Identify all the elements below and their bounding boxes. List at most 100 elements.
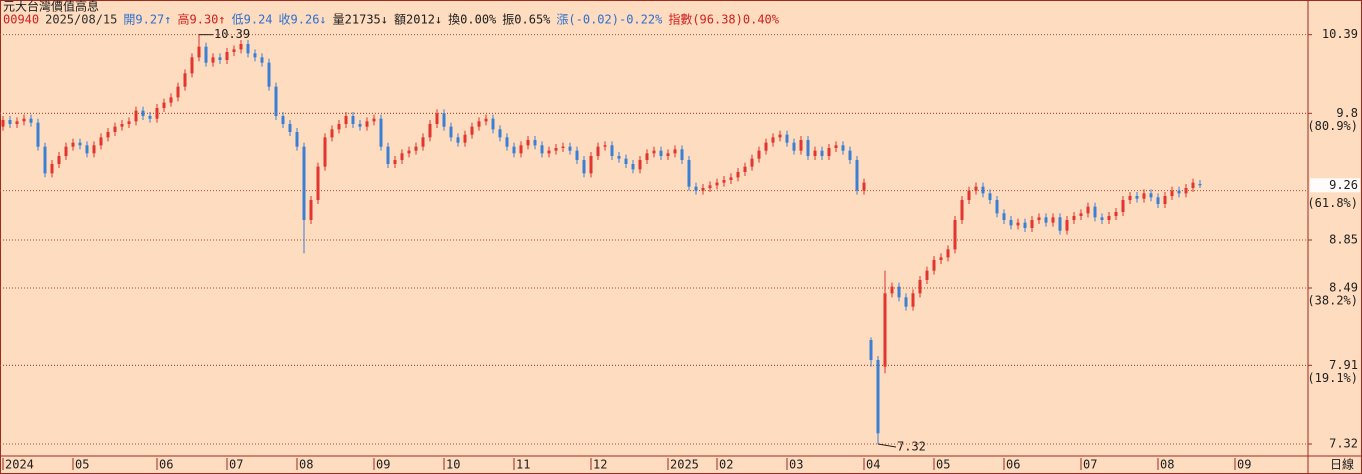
candle-body: [120, 124, 124, 127]
x-tick-label: 02: [719, 458, 733, 472]
y-tick-label: 7.91: [1329, 358, 1358, 372]
candle-body: [547, 150, 551, 154]
candle-body: [673, 149, 677, 154]
candle-body: [876, 360, 880, 434]
candle-body: [1100, 217, 1104, 220]
candle-body: [92, 145, 96, 154]
candle-body: [1030, 220, 1034, 228]
candle-body: [169, 97, 173, 103]
candle-body: [421, 137, 425, 147]
candle-body: [736, 172, 740, 178]
candle-body: [36, 122, 40, 147]
candle-body: [78, 142, 82, 146]
candle-body: [330, 129, 334, 138]
candle-body: [1156, 197, 1160, 204]
candle-body: [351, 116, 355, 124]
candle-body: [533, 140, 537, 146]
candle-body: [1170, 190, 1174, 196]
candle-body: [29, 118, 33, 123]
candle-body: [1058, 217, 1062, 231]
candle-body: [1086, 206, 1090, 214]
candle-body: [526, 140, 530, 146]
candle-body: [1198, 184, 1202, 186]
candle-body: [484, 118, 488, 122]
candle-body: [708, 185, 712, 188]
header-item: 高9.30↑: [178, 12, 226, 27]
candle-body: [309, 200, 313, 220]
candle-body: [666, 153, 670, 156]
x-tick-label: 04: [866, 458, 880, 472]
candle-body: [827, 148, 831, 156]
candle-body: [85, 145, 89, 154]
candle-body: [99, 137, 103, 146]
candle-body: [232, 49, 236, 52]
candle-body: [15, 121, 19, 124]
candle-body: [372, 118, 376, 122]
candle-body: [694, 186, 698, 191]
candle-body: [113, 126, 117, 132]
candle-body: [470, 126, 474, 135]
header-item: 量21735↓: [333, 13, 388, 27]
candle-body: [379, 118, 383, 147]
candle-body: [498, 129, 502, 138]
candle-body: [792, 142, 796, 151]
candle-body: [190, 57, 194, 74]
candle-body: [43, 146, 47, 174]
candle-body: [617, 156, 621, 159]
candle-body: [750, 158, 754, 167]
candle-body: [127, 121, 131, 124]
candle-body: [561, 146, 565, 148]
candle-body: [225, 52, 229, 60]
x-tick-label: 09: [376, 458, 390, 472]
candle-body: [890, 286, 894, 294]
candle-body: [862, 182, 866, 191]
candle-body: [414, 146, 418, 151]
x-tick-label: 12: [593, 458, 607, 472]
candle-body: [995, 200, 999, 214]
candle-body: [981, 186, 985, 194]
candle-body: [463, 134, 467, 143]
candle-body: [932, 260, 936, 271]
candle-body: [22, 118, 26, 122]
candle-body: [197, 46, 201, 58]
candle-body: [729, 177, 733, 180]
candle-body: [771, 137, 775, 143]
candle-body: [603, 145, 607, 147]
fib-label: (38.2%): [1307, 294, 1358, 308]
candle-body: [848, 150, 852, 160]
candle-body: [253, 53, 257, 58]
candle-body: [1093, 206, 1097, 218]
candle-body: [393, 160, 397, 164]
candle-body: [631, 164, 635, 170]
x-tick-label: 07: [1083, 458, 1097, 472]
candle-body: [568, 146, 572, 151]
low-label: 7.32: [897, 440, 926, 454]
x-tick-label: 2024: [5, 458, 34, 472]
candle-body: [456, 137, 460, 143]
y-tick-label: 7.32: [1329, 437, 1358, 451]
header-item: 指數(96.38)0.40%: [668, 12, 779, 27]
candle-body: [148, 116, 152, 119]
candle-body: [281, 116, 285, 124]
candle-body: [897, 286, 901, 298]
candle-body: [400, 153, 404, 160]
candle-body: [911, 293, 915, 307]
candle-body: [134, 110, 138, 122]
candle-body: [337, 124, 341, 130]
candle-body: [974, 186, 978, 191]
candle-body: [680, 149, 684, 160]
candle-body: [1037, 217, 1041, 220]
candle-body: [960, 200, 964, 220]
candle-body: [491, 118, 495, 130]
candle-body: [162, 102, 166, 108]
candle-body: [589, 156, 593, 174]
y-tick-label: 10.39: [1322, 27, 1358, 41]
header-item: 收9.26↓: [279, 13, 327, 27]
candle-body: [288, 124, 292, 132]
x-tick-label: 2025: [670, 458, 699, 472]
candle-body: [764, 142, 768, 151]
header-item: 開9.27↑: [123, 13, 171, 27]
candle-body: [218, 57, 222, 60]
candle-body: [1128, 196, 1132, 200]
